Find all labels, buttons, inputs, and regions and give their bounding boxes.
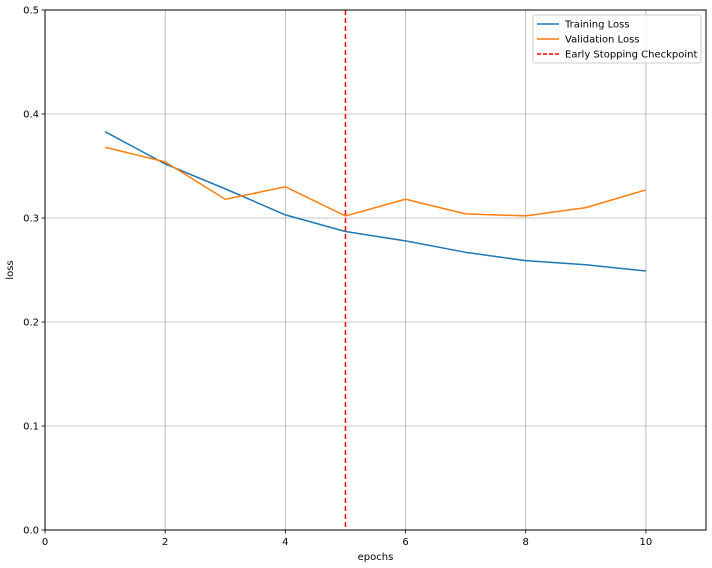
legend-box xyxy=(532,14,702,64)
y-tick-label: 0.4 xyxy=(23,110,39,121)
legend-label-validation-loss: Validation Loss xyxy=(565,35,640,46)
validation-loss-line xyxy=(104,146,647,217)
x-tick-label: 8 xyxy=(523,537,529,548)
y-tick-label: 0.1 xyxy=(23,422,39,433)
x-tick-label: 10 xyxy=(640,537,653,548)
x-axis-label: epochs xyxy=(358,552,394,563)
x-tick-label: 4 xyxy=(282,537,288,548)
y-tick-label: 0.2 xyxy=(23,318,39,329)
legend: Training Loss Validation Loss Early Stop… xyxy=(532,14,702,64)
grid xyxy=(44,9,706,531)
series-layer xyxy=(104,10,647,530)
x-tick-label: 2 xyxy=(162,537,168,548)
x-tick-label: 0 xyxy=(42,537,48,548)
legend-label-training-loss: Training Loss xyxy=(564,20,630,31)
plot-frame xyxy=(44,9,707,531)
axis-ticks: 0 2 4 6 8 10 0.0 0.1 0.2 0.3 0.4 0.5 xyxy=(23,6,652,549)
y-tick-label: 0.3 xyxy=(23,214,39,225)
x-tick-label: 6 xyxy=(402,537,408,548)
y-tick-label: 0.5 xyxy=(23,6,39,17)
legend-label-early-stopping: Early Stopping Checkpoint xyxy=(565,50,698,61)
y-tick-label: 0.0 xyxy=(23,526,39,537)
training-loss-line xyxy=(104,131,646,272)
y-axis-label: loss xyxy=(5,260,16,279)
